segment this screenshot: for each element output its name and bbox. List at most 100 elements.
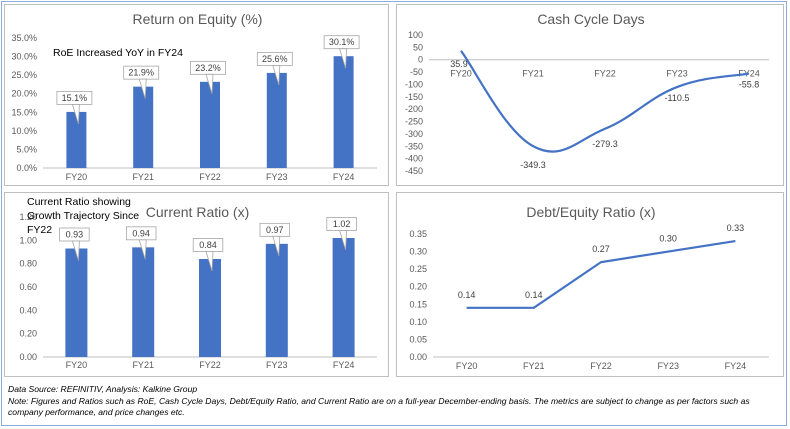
annotation-text: Current Ratio showing bbox=[27, 196, 131, 208]
x-tick-label: FY21 bbox=[132, 360, 154, 370]
roe-svg: Return on Equity (%) 0.0% 5.0% 10.0% 15.0% 20… bbox=[11, 11, 377, 182]
data-label: -349.3 bbox=[520, 160, 546, 170]
x-tick-label: FY22 bbox=[594, 69, 616, 79]
annotation-text: FY22 bbox=[27, 224, 52, 236]
data-label: 1.02 bbox=[333, 219, 351, 229]
data-label: -110.5 bbox=[665, 93, 690, 103]
data-source-note: Data Source: REFINITIV, Analysis: Kalkin… bbox=[8, 384, 198, 394]
data-label: 21.9% bbox=[128, 68, 154, 78]
data-label-pointer bbox=[71, 104, 80, 125]
y-tick-label: 35.0% bbox=[11, 33, 37, 43]
debt-equity-line bbox=[466, 239, 736, 309]
chart-title: Current Ratio (x) bbox=[146, 204, 249, 220]
y-tick-label: 0.15 bbox=[409, 299, 427, 309]
x-tick-label: FY21 bbox=[522, 69, 544, 79]
y-tick-label: 100 bbox=[408, 30, 423, 40]
y-tick-label: -400 bbox=[405, 154, 423, 164]
x-tick-label: FY23 bbox=[657, 361, 679, 371]
data-label-pointer bbox=[205, 73, 214, 94]
bar bbox=[132, 247, 155, 357]
current-ratio-svg: Current Ratio (x) 0.00 0.20 0.40 0.60 0.80 1.0… bbox=[19, 196, 377, 370]
data-label: 0.14 bbox=[458, 290, 476, 300]
y-tick-label: 0.00 bbox=[19, 352, 37, 362]
y-tick-label: 25.0% bbox=[11, 70, 37, 80]
y-tick-label: 30.0% bbox=[11, 52, 37, 62]
y-tick-label: -50 bbox=[410, 67, 423, 77]
x-tick-label: FY23 bbox=[666, 69, 688, 79]
y-tick-label: 0.05 bbox=[409, 334, 427, 344]
y-tick-label: 0.20 bbox=[19, 329, 37, 339]
x-tick-label: FY22 bbox=[199, 360, 221, 370]
annotation-text: RoE Increased YoY in FY24 bbox=[53, 47, 183, 59]
y-tick-label: 0.60 bbox=[19, 282, 37, 292]
x-tick-label: FY20 bbox=[66, 172, 88, 182]
bar bbox=[66, 111, 87, 168]
methodology-note: Note: Figures and Ratios such as RoE, Ca… bbox=[8, 396, 750, 417]
y-tick-label: -250 bbox=[405, 117, 423, 127]
chart-title: Debt/Equity Ratio (x) bbox=[526, 204, 655, 220]
y-tick-label: 0.00 bbox=[409, 352, 427, 362]
y-tick-label: 50 bbox=[413, 42, 423, 52]
data-label-pointer bbox=[339, 48, 348, 69]
data-label: -55.8 bbox=[739, 80, 760, 90]
x-tick-label: FY21 bbox=[132, 172, 154, 182]
y-tick-label: 20.0% bbox=[11, 89, 37, 99]
y-tick-label: -300 bbox=[405, 129, 423, 139]
annotation-text: Growth Trajectory Since bbox=[27, 210, 139, 222]
data-label: 0.93 bbox=[66, 230, 84, 240]
x-tick-label: FY23 bbox=[266, 172, 288, 182]
y-tick-label: 0.10 bbox=[409, 317, 427, 327]
x-tick-label: FY22 bbox=[590, 361, 612, 371]
y-tick-label: -200 bbox=[405, 104, 423, 114]
bar bbox=[332, 238, 355, 357]
data-label: 0.30 bbox=[659, 234, 677, 244]
x-tick-label: FY21 bbox=[523, 361, 545, 371]
data-label-pointer bbox=[272, 65, 281, 86]
data-label: 30.1% bbox=[329, 37, 355, 47]
bar bbox=[65, 248, 88, 357]
data-label-pointer bbox=[205, 251, 214, 272]
cash-cycle-svg: Cash Cycle Days 100 50 0 -50 -100 -150 -200 -250… bbox=[405, 11, 769, 176]
y-tick-label: 0.40 bbox=[19, 305, 37, 315]
y-tick-label: 1.20 bbox=[19, 212, 37, 222]
x-tick-label: FY24 bbox=[725, 361, 747, 371]
bar bbox=[333, 56, 354, 169]
chart-title: Cash Cycle Days bbox=[537, 11, 644, 27]
x-tick-label: FY20 bbox=[450, 69, 472, 79]
bar bbox=[133, 86, 154, 168]
y-tick-label: 0.35 bbox=[409, 229, 427, 239]
current-ratio-chart-panel: Current Ratio (x) 0.00 0.20 0.40 0.60 0.80 1.0… bbox=[4, 192, 389, 377]
x-tick-label: FY24 bbox=[333, 360, 355, 370]
x-tick-label: FY22 bbox=[199, 172, 221, 182]
data-label-pointer bbox=[138, 78, 147, 99]
chart-title: Return on Equity (%) bbox=[133, 11, 263, 27]
y-tick-label: 0.0% bbox=[16, 163, 37, 173]
x-tick-label: FY24 bbox=[333, 172, 355, 182]
data-label: 23.2% bbox=[195, 63, 221, 73]
cash-cycle-line bbox=[460, 50, 750, 153]
data-label: 15.1% bbox=[62, 93, 88, 103]
y-tick-label: 0.80 bbox=[19, 259, 37, 269]
cash-cycle-chart-panel: Cash Cycle Days 100 50 0 -50 -100 -150 -200 -250… bbox=[396, 4, 784, 186]
bar bbox=[199, 259, 221, 357]
y-tick-label: 15.0% bbox=[11, 107, 37, 117]
y-tick-label: -150 bbox=[405, 92, 423, 102]
y-tick-label: -450 bbox=[405, 166, 423, 176]
x-tick-label: FY20 bbox=[456, 361, 478, 371]
y-tick-label: 1.00 bbox=[19, 235, 37, 245]
data-label: 0.97 bbox=[266, 225, 284, 235]
y-tick-label: 0.25 bbox=[409, 264, 427, 274]
bar bbox=[200, 81, 220, 168]
debt-equity-chart-panel: Debt/Equity Ratio (x) 0.00 0.05 0.10 0.15 0.2… bbox=[396, 192, 784, 377]
debt-equity-svg: Debt/Equity Ratio (x) 0.00 0.05 0.10 0.15 0.2… bbox=[409, 204, 769, 371]
data-label: 0.33 bbox=[727, 223, 745, 233]
y-tick-label: -100 bbox=[405, 79, 423, 89]
y-tick-label: 10.0% bbox=[11, 126, 37, 136]
bar bbox=[265, 243, 288, 357]
data-label: 0.27 bbox=[592, 244, 610, 254]
data-label: 0.84 bbox=[199, 240, 217, 250]
y-tick-label: 0.20 bbox=[409, 282, 427, 292]
y-tick-label: 0.30 bbox=[409, 247, 427, 257]
data-label-pointer bbox=[272, 235, 281, 256]
